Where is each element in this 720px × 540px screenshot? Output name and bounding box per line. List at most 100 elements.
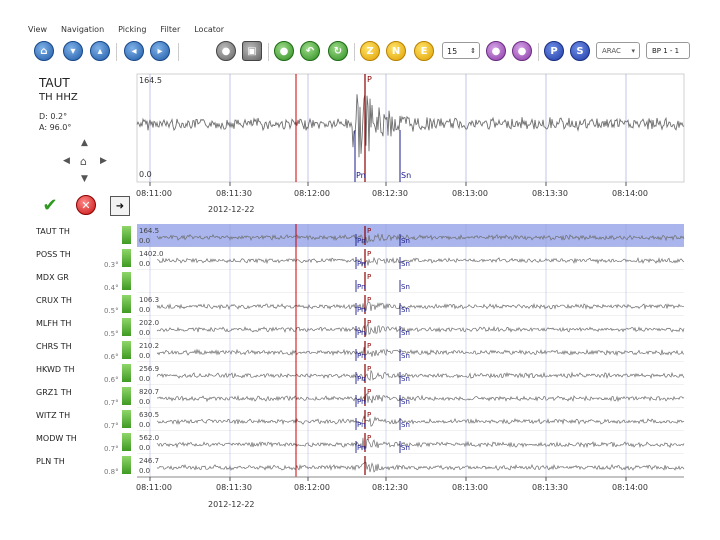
bandpass-select-value: BP 1 - 1 bbox=[652, 47, 680, 55]
menu-picking[interactable]: Picking bbox=[118, 25, 147, 34]
station-label-grz1[interactable]: GRZ1 TH bbox=[36, 388, 72, 397]
menu-filter[interactable]: Filter bbox=[160, 25, 181, 34]
row-amp-top: 210.2 bbox=[139, 342, 159, 350]
nav-right-icon[interactable]: ▶ bbox=[100, 156, 107, 166]
zoom-select-icon[interactable]: ▣ bbox=[242, 41, 262, 61]
component-z-button[interactable]: Z bbox=[360, 41, 380, 61]
home-icon[interactable]: ⌂ bbox=[34, 41, 54, 61]
station-label-crux[interactable]: CRUX TH bbox=[36, 296, 72, 305]
station-label-mdx[interactable]: MDX GR bbox=[36, 273, 69, 282]
main-date-label: 2012-12-22 bbox=[208, 205, 255, 214]
bottom-time-tick: 08:13:00 bbox=[452, 483, 488, 492]
station-label-hkwd[interactable]: HKWD TH bbox=[36, 365, 75, 374]
zoom-icon[interactable]: ● bbox=[216, 41, 236, 61]
bottom-date-label: 2012-12-22 bbox=[208, 500, 255, 509]
station-label-pln[interactable]: PLN TH bbox=[36, 457, 65, 466]
magnify-out-icon[interactable]: ● bbox=[512, 41, 532, 61]
component-n-button[interactable]: N bbox=[386, 41, 406, 61]
component-e-button[interactable]: E bbox=[414, 41, 434, 61]
station-row-background bbox=[137, 270, 684, 293]
row-amp-bottom: 0.0 bbox=[139, 467, 150, 475]
menu-view[interactable]: View bbox=[28, 25, 47, 34]
main-time-tick: 08:11:30 bbox=[216, 189, 252, 198]
accept-check-icon[interactable]: ✔ bbox=[42, 194, 58, 216]
nav-up-icon[interactable]: ▲ bbox=[81, 138, 88, 148]
spin-arrows-icon[interactable]: ⇕ bbox=[470, 47, 476, 55]
undo-icon[interactable]: ↶ bbox=[300, 41, 320, 61]
station-label-taut[interactable]: TAUT TH bbox=[36, 227, 70, 236]
station-distance: D: 0.2° bbox=[39, 112, 68, 121]
row-p-label: P bbox=[367, 411, 371, 419]
station-status-bar bbox=[122, 410, 131, 428]
export-icon[interactable]: ➜ bbox=[110, 196, 130, 216]
station-status-bar bbox=[122, 318, 131, 336]
station-distance-label: 0.7° bbox=[104, 445, 119, 453]
nav-left-icon[interactable]: ◀ bbox=[63, 156, 70, 166]
row-pn-label: Pn bbox=[357, 398, 366, 406]
arrow-down-icon[interactable]: ▾ bbox=[63, 41, 83, 61]
refresh-icon[interactable]: ↻ bbox=[328, 41, 348, 61]
filter-select[interactable]: ARAC ▾ bbox=[596, 42, 640, 59]
reject-x-icon[interactable]: ✕ bbox=[76, 195, 96, 215]
pick-s-button[interactable]: S bbox=[570, 41, 590, 61]
row-amp-top: 562.0 bbox=[139, 434, 159, 442]
row-p-label: P bbox=[367, 250, 371, 258]
station-trace bbox=[156, 347, 685, 358]
arrow-up-icon[interactable]: ▴ bbox=[90, 41, 110, 61]
station-trace bbox=[156, 301, 685, 312]
station-status-bar bbox=[122, 249, 131, 267]
station-label-witz[interactable]: WITZ TH bbox=[36, 411, 71, 420]
record-icon[interactable]: ● bbox=[274, 41, 294, 61]
station-row-background bbox=[137, 224, 684, 247]
row-amp-top: 630.5 bbox=[139, 411, 159, 419]
station-row-background bbox=[137, 362, 684, 385]
row-amp-bottom: 0.0 bbox=[139, 329, 150, 337]
menu-navigation[interactable]: Navigation bbox=[60, 25, 105, 34]
chevron-down-icon: ▾ bbox=[631, 47, 635, 55]
step-right-icon[interactable]: ▸ bbox=[150, 41, 170, 61]
magnify-in-icon[interactable]: ● bbox=[486, 41, 506, 61]
filter-spinbox[interactable]: 15 ⇕ bbox=[442, 42, 480, 59]
pick-p-button[interactable]: P bbox=[544, 41, 564, 61]
row-amp-bottom: 0.0 bbox=[139, 398, 150, 406]
nav-home-icon[interactable]: ⌂ bbox=[80, 155, 87, 168]
station-label-mlfh[interactable]: MLFH TH bbox=[36, 319, 72, 328]
main-time-tick: 08:13:00 bbox=[452, 189, 488, 198]
station-distance-label: 0.7° bbox=[104, 399, 119, 407]
row-sn-label: Sn bbox=[401, 398, 410, 406]
station-status-bar bbox=[122, 341, 131, 359]
main-time-tick: 08:14:00 bbox=[612, 189, 648, 198]
main-trace-frame bbox=[136, 73, 685, 183]
bottom-time-tick: 08:14:00 bbox=[612, 483, 648, 492]
row-sn-label: Sn bbox=[401, 329, 410, 337]
nav-down-icon[interactable]: ▼ bbox=[81, 174, 88, 184]
row-amp-top: 820.7 bbox=[139, 388, 159, 396]
row-p-label: P bbox=[367, 227, 371, 235]
station-row-background bbox=[137, 431, 684, 454]
station-trace bbox=[156, 437, 685, 451]
station-row-background bbox=[137, 293, 684, 316]
main-amp-bottom: 0.0 bbox=[139, 170, 152, 179]
main-trace-panel[interactable]: P Pn Sn 164.5 0.0 08:11:00 08:11:30 08:12:00 08:… bbox=[136, 73, 685, 198]
main-time-tick: 08:12:00 bbox=[294, 189, 330, 198]
station-status-bar bbox=[122, 272, 131, 290]
station-status-bar bbox=[122, 433, 131, 451]
main-time-tick: 08:13:30 bbox=[532, 189, 568, 198]
sn-pick-label: Sn bbox=[401, 171, 411, 180]
menu-locator[interactable]: Locator bbox=[194, 25, 225, 34]
row-p-label: P bbox=[367, 273, 371, 281]
station-status-bar bbox=[122, 364, 131, 382]
step-left-icon[interactable]: ◂ bbox=[124, 41, 144, 61]
row-amp-bottom: 0.0 bbox=[139, 306, 150, 314]
row-amp-top: 202.0 bbox=[139, 319, 159, 327]
row-sn-label: Sn bbox=[401, 421, 410, 429]
station-label-chrs[interactable]: CHRS TH bbox=[36, 342, 72, 351]
station-label-poss[interactable]: POSS TH bbox=[36, 250, 71, 259]
main-time-tick: 08:11:00 bbox=[136, 189, 172, 198]
bandpass-select[interactable]: BP 1 - 1 bbox=[646, 42, 690, 59]
row-amp-bottom: 0.0 bbox=[139, 375, 150, 383]
station-label-modw[interactable]: MODW TH bbox=[36, 434, 77, 443]
station-row-background bbox=[137, 454, 684, 477]
